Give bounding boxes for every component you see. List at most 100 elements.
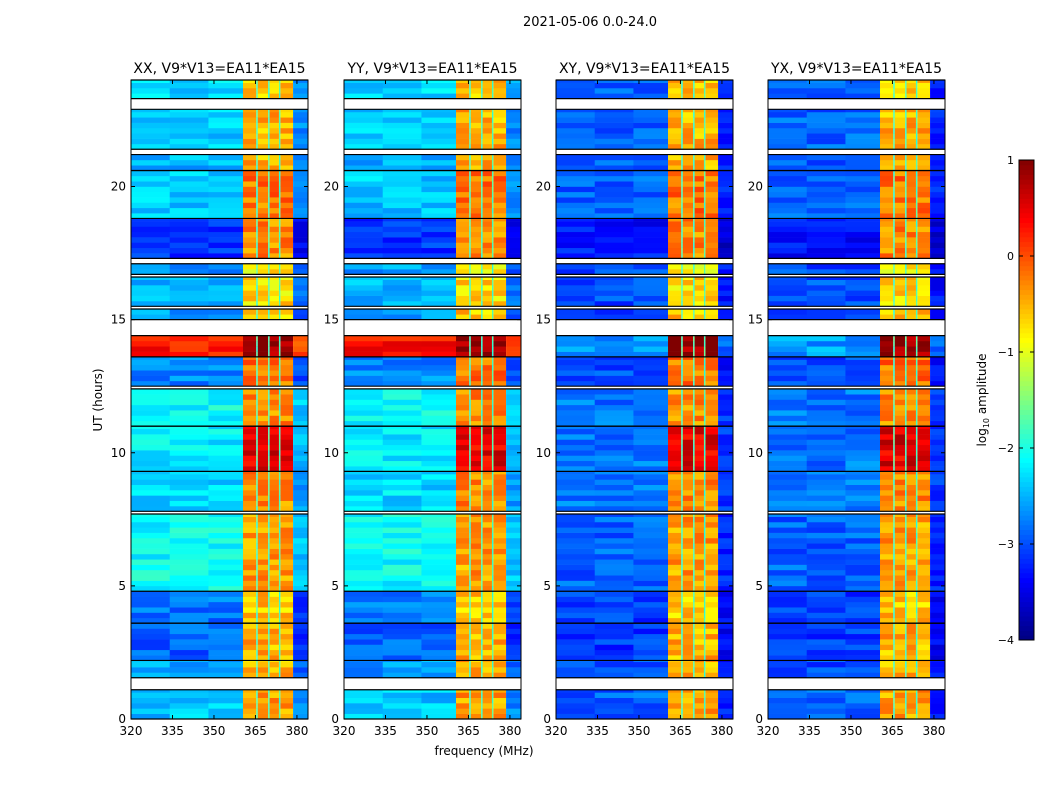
heatmap-cell [493,159,507,166]
heatmap-cell [208,399,244,406]
heatmap-cell [893,585,895,592]
heatmap-cell [268,335,270,342]
heatmap-cell [905,308,907,315]
heatmap-cell [421,218,457,222]
heatmap-cell [905,444,907,451]
heatmap-cell [894,527,906,533]
heatmap-cell [280,474,294,480]
heatmap-cell [594,247,634,254]
heatmap-cell [930,295,945,302]
heatmap-cell [668,170,682,177]
x-tick-label: 380 [710,724,733,738]
heatmap-cell [131,628,171,635]
heatmap-cell [506,553,521,560]
heatmap-cell [768,649,808,656]
heatmap-cell [905,612,907,619]
heatmap-cell [481,434,483,440]
heatmap-cell [469,197,471,203]
heatmap-cell [594,591,634,597]
heatmap-cell [705,237,719,243]
heatmap-cell [668,471,682,475]
heatmap-cell [456,426,470,430]
heatmap-cell [705,575,719,581]
heatmap-cell [681,569,683,576]
heatmap-cell [456,548,470,555]
heatmap-cell [594,404,634,411]
heatmap-cell [491,213,494,219]
heatmap-cell [705,692,719,698]
heatmap-cell [208,633,244,640]
heatmap-cell [481,633,483,640]
heatmap-cell [482,633,492,640]
heatmap-cell [382,80,422,83]
heatmap-cell [594,516,634,523]
heatmap-cell [257,474,269,480]
heatmap-cell [905,335,907,342]
heatmap-cell [278,143,281,150]
heatmap-cell [705,537,719,544]
heatmap-cell [382,513,422,517]
heatmap-cell [915,399,918,406]
heatmap-cell [845,364,881,371]
heatmap-cell [681,154,683,161]
heatmap-cell [917,532,931,539]
heatmap-cell [905,434,907,440]
heatmap-cell [344,460,384,467]
heatmap-cell [482,242,492,249]
heatmap-cell [556,633,596,640]
heatmap-cell [169,692,209,698]
heatmap-cell [278,170,281,177]
heatmap-cell [694,516,704,523]
heatmap-cell [894,484,906,491]
heatmap-cell [256,553,258,560]
heatmap-cell [268,466,270,472]
heatmap-cell [257,661,269,668]
heatmap-cell [668,580,682,587]
heatmap-cell [257,143,269,150]
heatmap-cell [456,580,470,587]
heatmap-cell [917,601,931,608]
heatmap-cell [681,689,683,693]
heatmap-cell [482,628,492,635]
heatmap-cell [917,537,931,544]
heatmap-cell [703,569,706,576]
heatmap-cell [594,364,634,371]
heatmap-cell [694,109,704,113]
heatmap-cell [293,127,308,134]
heatmap-cell [382,82,422,89]
heatmap-cell [682,404,694,411]
heatmap-cell [257,364,269,371]
heatmap-cell [256,165,258,171]
heatmap-cell [693,109,695,113]
heatmap-cell [930,426,945,430]
heatmap-cell [694,93,704,99]
heatmap-cell [456,689,470,693]
heatmap-cell [131,466,171,472]
heatmap-cell [633,159,669,166]
heatmap-cell [693,202,695,209]
heatmap-cell [280,242,294,249]
heatmap-cell [257,186,269,193]
heatmap-cell [493,479,507,485]
heatmap-cell [493,444,507,451]
heatmap-cell [703,82,706,89]
heatmap-cell [633,692,669,698]
heatmap-cell [668,143,682,150]
heatmap-cell [256,415,258,422]
heatmap-cell [703,207,706,214]
heatmap-cell [845,346,881,352]
heatmap-cell [718,661,733,668]
heatmap-cell [893,466,895,472]
heatmap-cell [694,692,704,698]
heatmap-cell [915,404,918,411]
heatmap-cell [930,484,945,491]
heatmap-cell [880,415,894,422]
heatmap-cell [256,692,258,698]
heatmap-cell [482,439,492,446]
heatmap-cell [806,253,846,259]
y-axis-label: UT (hours) [91,368,105,431]
heatmap-cell [481,277,483,280]
heatmap-cell [693,559,695,565]
heatmap-cell [256,455,258,462]
x-tick-label: 350 [628,724,651,738]
